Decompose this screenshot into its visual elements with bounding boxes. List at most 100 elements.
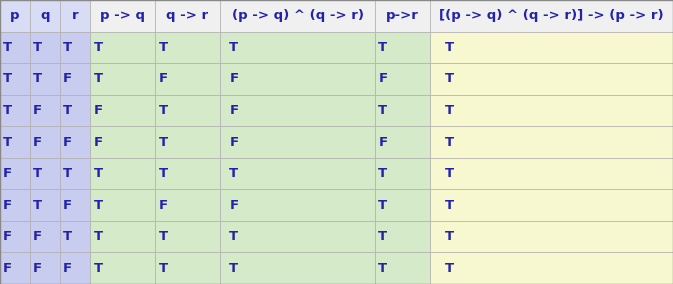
- Text: T: T: [159, 135, 168, 149]
- Text: T: T: [229, 167, 238, 180]
- Bar: [30, 126, 60, 158]
- Text: T: T: [32, 199, 42, 212]
- Bar: [375, 158, 430, 189]
- Text: r: r: [72, 9, 78, 22]
- Text: T: T: [159, 230, 168, 243]
- Bar: [60, 0, 90, 32]
- Bar: [155, 63, 220, 95]
- Text: F: F: [3, 230, 11, 243]
- Bar: [220, 126, 375, 158]
- Text: T: T: [159, 262, 168, 275]
- Text: T: T: [94, 41, 103, 54]
- Text: T: T: [94, 262, 103, 275]
- Text: F: F: [159, 199, 168, 212]
- Text: T: T: [94, 72, 103, 85]
- Text: T: T: [445, 72, 454, 85]
- Text: T: T: [378, 262, 388, 275]
- Text: F: F: [229, 104, 238, 117]
- Text: q -> r: q -> r: [166, 9, 209, 22]
- Bar: [60, 221, 90, 252]
- Bar: [30, 95, 60, 126]
- Text: q: q: [40, 9, 50, 22]
- Bar: [60, 63, 90, 95]
- Text: T: T: [445, 104, 454, 117]
- Text: T: T: [63, 41, 71, 54]
- Text: F: F: [229, 72, 238, 85]
- Bar: [90, 32, 155, 63]
- Bar: [375, 95, 430, 126]
- Text: T: T: [229, 230, 238, 243]
- Text: T: T: [159, 167, 168, 180]
- Bar: [60, 189, 90, 221]
- Text: (p -> q) ^ (q -> r): (p -> q) ^ (q -> r): [232, 9, 363, 22]
- Bar: [155, 158, 220, 189]
- Bar: [220, 0, 375, 32]
- Bar: [375, 221, 430, 252]
- Bar: [90, 252, 155, 284]
- Bar: [220, 252, 375, 284]
- Text: F: F: [159, 72, 168, 85]
- Text: F: F: [63, 262, 71, 275]
- Text: T: T: [378, 199, 388, 212]
- Bar: [375, 252, 430, 284]
- Text: F: F: [32, 104, 42, 117]
- Bar: [30, 189, 60, 221]
- Bar: [430, 252, 673, 284]
- Text: F: F: [63, 199, 71, 212]
- Bar: [430, 95, 673, 126]
- Bar: [430, 63, 673, 95]
- Bar: [0, 0, 30, 32]
- Bar: [155, 126, 220, 158]
- Bar: [155, 252, 220, 284]
- Text: T: T: [94, 230, 103, 243]
- Bar: [30, 158, 60, 189]
- Bar: [430, 189, 673, 221]
- Text: F: F: [63, 72, 71, 85]
- Text: T: T: [3, 104, 11, 117]
- Bar: [375, 0, 430, 32]
- Text: T: T: [378, 41, 388, 54]
- Text: F: F: [3, 262, 11, 275]
- Bar: [90, 158, 155, 189]
- Bar: [155, 189, 220, 221]
- Bar: [0, 63, 30, 95]
- Text: T: T: [445, 41, 454, 54]
- Bar: [375, 63, 430, 95]
- Bar: [430, 32, 673, 63]
- Bar: [90, 221, 155, 252]
- Text: T: T: [63, 167, 71, 180]
- Text: F: F: [94, 135, 103, 149]
- Bar: [60, 126, 90, 158]
- Text: T: T: [229, 262, 238, 275]
- Bar: [220, 63, 375, 95]
- Bar: [220, 32, 375, 63]
- Text: F: F: [32, 230, 42, 243]
- Text: F: F: [63, 135, 71, 149]
- Bar: [90, 63, 155, 95]
- Bar: [30, 32, 60, 63]
- Text: T: T: [3, 72, 11, 85]
- Text: p->r: p->r: [386, 9, 419, 22]
- Text: T: T: [32, 72, 42, 85]
- Text: F: F: [32, 262, 42, 275]
- Text: T: T: [94, 199, 103, 212]
- Text: p -> q: p -> q: [100, 9, 145, 22]
- Text: [(p -> q) ^ (q -> r)] -> (p -> r): [(p -> q) ^ (q -> r)] -> (p -> r): [439, 9, 664, 22]
- Text: T: T: [445, 262, 454, 275]
- Text: T: T: [159, 104, 168, 117]
- Bar: [0, 252, 30, 284]
- Text: F: F: [229, 135, 238, 149]
- Text: T: T: [445, 167, 454, 180]
- Text: F: F: [229, 199, 238, 212]
- Text: T: T: [3, 135, 11, 149]
- Bar: [220, 158, 375, 189]
- Bar: [0, 32, 30, 63]
- Bar: [375, 189, 430, 221]
- Bar: [155, 32, 220, 63]
- Text: F: F: [32, 135, 42, 149]
- Text: T: T: [3, 41, 11, 54]
- Text: T: T: [32, 41, 42, 54]
- Bar: [155, 221, 220, 252]
- Text: T: T: [229, 41, 238, 54]
- Text: T: T: [94, 167, 103, 180]
